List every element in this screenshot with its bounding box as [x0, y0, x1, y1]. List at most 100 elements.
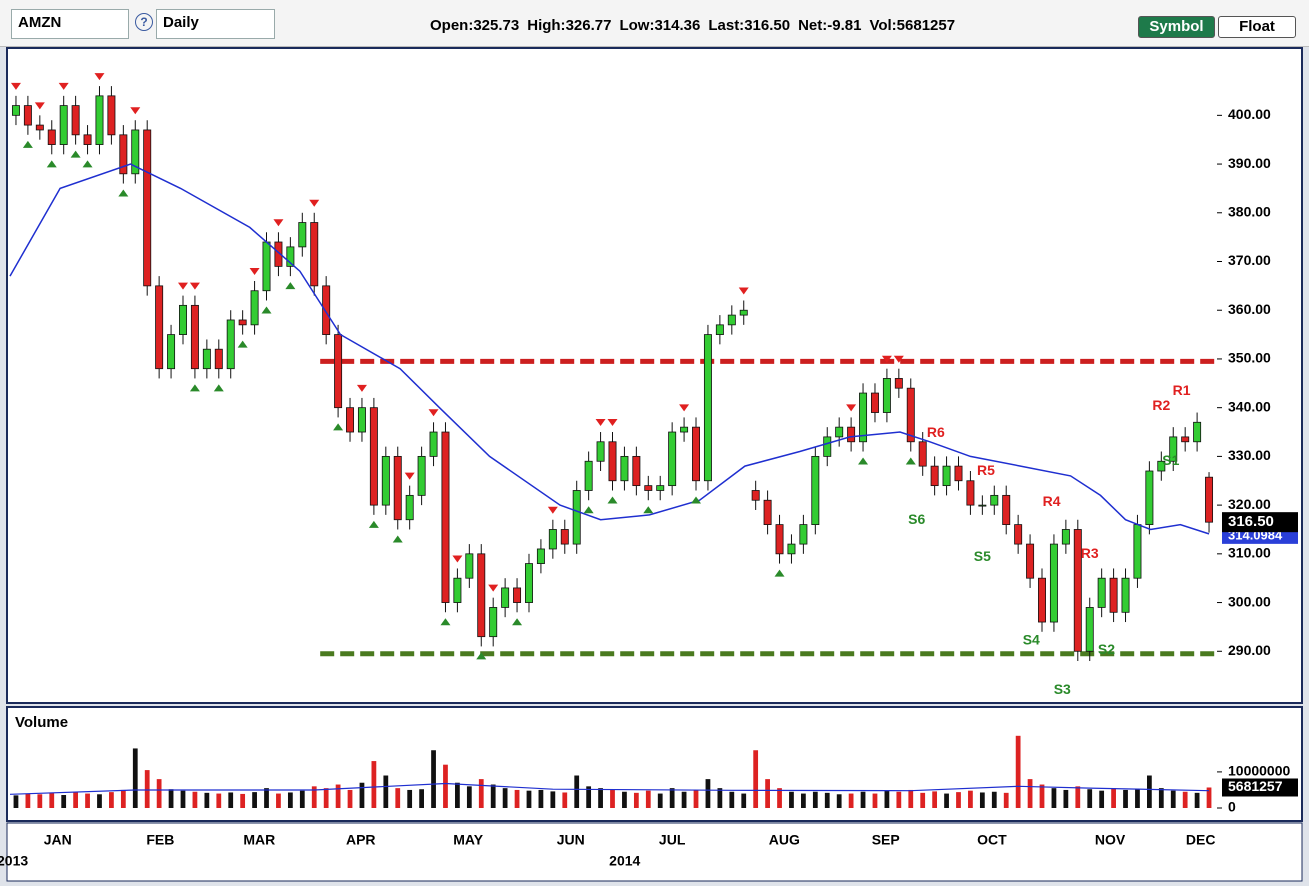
candle-body [369, 407, 378, 506]
candle-body [775, 524, 784, 555]
volume-bar [1182, 791, 1188, 808]
volume-bar [860, 791, 866, 808]
candle-body [1002, 494, 1011, 526]
quote-name: Last: [708, 17, 745, 34]
y-tick-label: 360.00 [1228, 301, 1271, 317]
quote-name: Net: [798, 17, 828, 34]
x-tick-label: DEC [1186, 832, 1216, 848]
volume-bar [192, 791, 198, 808]
candle-body [930, 465, 939, 487]
volume-bar [538, 789, 544, 808]
x-tick-label: AUG [769, 832, 800, 848]
volume-bar [598, 788, 603, 808]
pivot-low [476, 652, 487, 660]
volume-bar [455, 782, 460, 808]
candle-body [155, 285, 164, 370]
candle-body [894, 378, 903, 389]
y-tick-label: 390.00 [1228, 155, 1271, 171]
volume-bar [717, 788, 723, 808]
y-tick-label: 340.00 [1228, 398, 1271, 414]
pivot-high [738, 287, 749, 295]
volume-bar [622, 791, 627, 808]
candle-body [656, 485, 665, 491]
volume-bar [526, 790, 532, 808]
candle-body [739, 309, 748, 316]
candle-body [572, 490, 581, 545]
y-tick-label: 320.00 [1228, 496, 1271, 512]
volume-tick-label: 10000000 [1228, 763, 1291, 779]
volume-bar [1158, 788, 1164, 808]
candle-body [1061, 529, 1070, 545]
candle-body [226, 319, 235, 370]
volume-bar [514, 789, 520, 808]
pivot-label: R6 [927, 424, 945, 440]
volume-bar [848, 793, 854, 808]
x-tick-label: NOV [1095, 832, 1126, 848]
pivot-low [368, 520, 379, 528]
candle-body [990, 494, 999, 506]
pivot-high [881, 355, 892, 363]
candle-body [1121, 577, 1130, 613]
pivot-low [22, 140, 33, 148]
volume-bar [407, 789, 413, 808]
pivot-low [643, 506, 654, 514]
symbol-button[interactable]: Symbol [1138, 16, 1215, 38]
interval-select[interactable]: Daily [156, 9, 275, 39]
candle-body [715, 324, 724, 335]
candle-body [787, 543, 796, 555]
pivot-high [309, 199, 320, 207]
volume-bar [872, 793, 878, 808]
candle-body [441, 431, 450, 603]
quote-name: Low: [619, 17, 655, 34]
candle-body [525, 563, 533, 603]
volume-bar [120, 789, 126, 808]
candle-body [477, 553, 486, 638]
candle-body [83, 134, 92, 145]
volume-bar [1111, 788, 1116, 808]
volume-bar [276, 793, 281, 808]
float-button[interactable]: Float [1218, 16, 1296, 38]
candle-body [131, 129, 140, 175]
volume-bar [335, 784, 341, 808]
candle-body [835, 426, 844, 438]
volume-bar [741, 793, 747, 808]
candle-body [190, 304, 199, 370]
pivot-low [774, 569, 785, 577]
volume-bar [252, 792, 257, 808]
pivot-low [285, 282, 296, 290]
volume-bar [1075, 786, 1081, 808]
quote-name: High: [527, 17, 566, 34]
volume-bar [73, 791, 79, 808]
candle-body [1145, 470, 1154, 526]
pivot-label: R2 [1152, 397, 1170, 413]
help-icon[interactable]: ? [135, 13, 153, 31]
volume-bar [824, 792, 830, 808]
candle-body [1181, 436, 1190, 443]
candle-body [381, 455, 390, 506]
year-label: 2013 [0, 853, 28, 869]
volume-bar [705, 779, 711, 808]
pivot-label: R4 [1043, 493, 1061, 509]
pivot-high [356, 384, 367, 392]
candle-body [584, 460, 593, 491]
volume-bar [610, 789, 615, 808]
pivot-high [189, 282, 200, 290]
pivot-low [905, 457, 916, 465]
pivot-low [392, 535, 403, 543]
volume-bar [908, 789, 914, 808]
volume-bar [85, 793, 90, 808]
volume-bar [443, 764, 448, 808]
volume-bar [1170, 790, 1176, 808]
x-tick-label: JUL [659, 832, 686, 848]
candle-body [489, 607, 498, 638]
candle-body [1097, 577, 1106, 608]
candle-body [453, 577, 462, 603]
symbol-input[interactable]: AMZN [11, 9, 129, 39]
quote-value: 314.36 [654, 17, 701, 34]
pivot-low [70, 150, 81, 158]
candle-body [71, 105, 80, 136]
pivot-high [177, 282, 188, 290]
volume-bar [920, 792, 926, 808]
candle-body [966, 480, 975, 506]
